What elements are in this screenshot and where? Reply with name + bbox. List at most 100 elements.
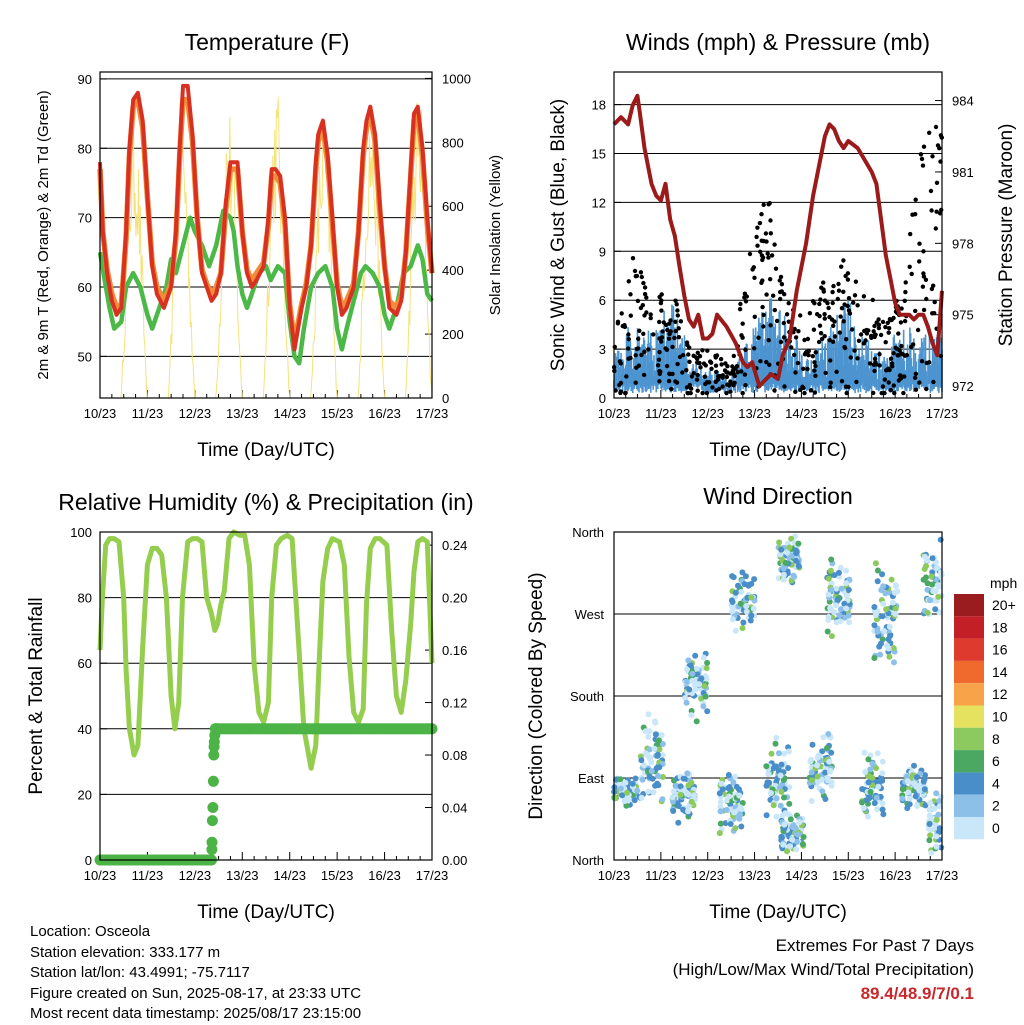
direction-point (933, 816, 940, 823)
gust-point (743, 383, 748, 388)
gust-point (763, 231, 769, 236)
gust-point (864, 329, 869, 334)
direction-point (869, 760, 876, 767)
direction-point (777, 802, 784, 809)
gust-point (720, 373, 725, 378)
direction-point (677, 783, 684, 790)
y-tick-label: 70 (78, 211, 92, 226)
y2-tick-label: 0.08 (442, 748, 467, 763)
gust-point (663, 322, 669, 328)
gust-point (828, 384, 833, 390)
gust-point (902, 318, 908, 324)
legend-label: 0 (992, 820, 1000, 836)
gust-point (674, 302, 679, 307)
gust-point (891, 383, 896, 388)
direction-point (883, 606, 890, 613)
gust-point (634, 346, 640, 352)
direction-point (773, 734, 780, 741)
gust-point (754, 234, 759, 240)
direction-point (879, 777, 886, 784)
gust-point (743, 347, 748, 352)
y-axis-label: 2m & 9m T (Red, Orange) & 2m Td (Green) (35, 90, 52, 379)
direction-point (735, 813, 742, 819)
gust-point (880, 384, 886, 389)
x-tick-label: 10/23 (84, 868, 117, 883)
direction-point (867, 788, 874, 795)
x-tick-label: 17/23 (926, 406, 959, 421)
direction-point (861, 749, 868, 756)
direction-point (731, 809, 738, 816)
direction-point (819, 748, 826, 755)
gust-point (816, 339, 822, 345)
gust-point (886, 380, 891, 385)
gust-point (656, 357, 662, 362)
gust-point (641, 372, 647, 378)
direction-point (871, 604, 878, 610)
y2-tick-label: 975 (952, 308, 974, 323)
gust-point (896, 353, 901, 358)
gust-point (839, 379, 845, 384)
direction-point (838, 585, 845, 592)
legend-swatch (954, 638, 984, 661)
direction-point (781, 821, 788, 828)
gust-point (710, 385, 715, 390)
gust-point (730, 364, 735, 369)
direction-point (782, 810, 789, 817)
gust-point (779, 289, 784, 294)
gust-point (639, 274, 644, 280)
direction-point (927, 832, 934, 839)
rh-series (97, 529, 435, 771)
direction-point (700, 654, 707, 661)
gust-point (718, 356, 724, 362)
direction-point (653, 731, 660, 738)
gust-point (642, 285, 648, 290)
direction-point (893, 583, 900, 590)
direction-point (892, 611, 899, 617)
gust-point (855, 356, 860, 361)
gust-point (687, 382, 692, 388)
direction-point (879, 770, 886, 777)
gust-point (658, 369, 663, 374)
gust-point (636, 336, 641, 341)
direction-point (670, 808, 677, 814)
direction-point (629, 780, 636, 787)
gust-point (888, 318, 893, 323)
direction-point (793, 846, 800, 853)
gust-point (705, 348, 710, 353)
gust-point (628, 355, 633, 361)
gust-point (828, 358, 833, 363)
gust-point (935, 143, 941, 148)
direction-point (686, 686, 693, 693)
direction-point (780, 777, 787, 783)
direction-point (639, 776, 646, 783)
y-tick-label: North (572, 853, 604, 868)
direction-point (933, 843, 940, 850)
gust-point (755, 225, 760, 230)
direction-point (875, 783, 882, 790)
gust-point (831, 283, 836, 289)
direction-point (781, 794, 787, 801)
direction-point (645, 711, 652, 718)
gust-point (782, 384, 787, 389)
gust-point (830, 339, 836, 344)
direction-point (892, 605, 899, 612)
gust-point (908, 231, 913, 237)
gust-point (811, 327, 817, 332)
gust-point (648, 315, 653, 321)
gust-point (812, 390, 818, 395)
direction-point (916, 782, 923, 789)
direction-point (764, 779, 771, 786)
y-tick-label: 0 (85, 853, 92, 868)
direction-point (927, 800, 934, 806)
gust-point (921, 271, 926, 276)
gust-point (920, 163, 926, 168)
direction-point (866, 795, 873, 802)
gust-point (822, 312, 827, 317)
y-tick-label: 0 (599, 391, 606, 406)
direction-point (776, 539, 783, 546)
gust-point (898, 376, 904, 381)
gust-point (626, 346, 631, 351)
gust-point (657, 294, 662, 300)
direction-point (738, 589, 745, 595)
direction-point (729, 604, 736, 611)
